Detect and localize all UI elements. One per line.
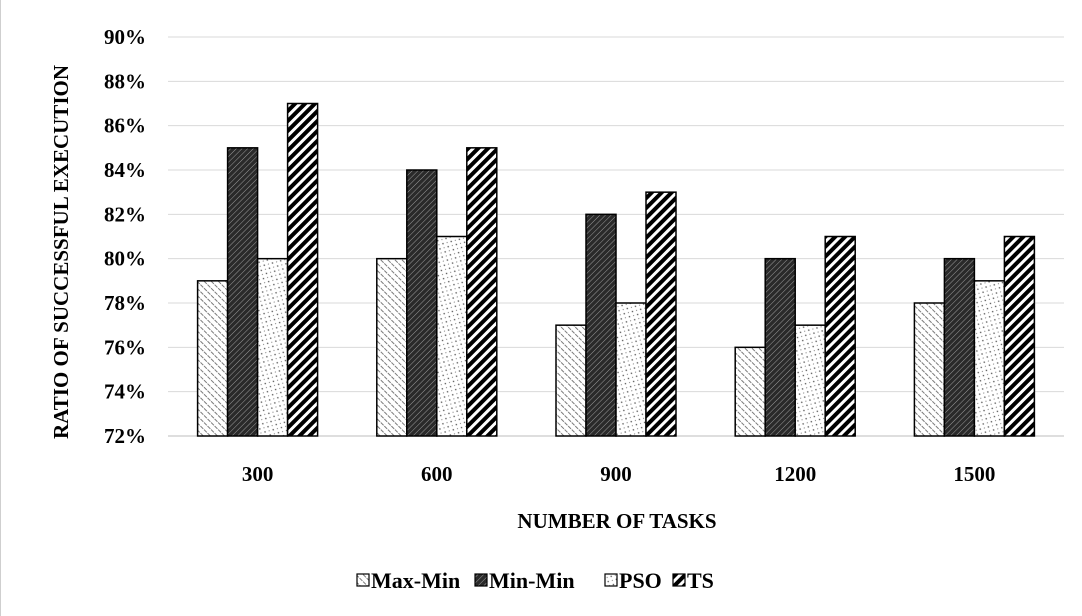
bar-pso-900 [615, 302, 647, 437]
bar-pso-1200 [794, 324, 826, 437]
y-tick-label: 82% [104, 202, 146, 226]
bar-ts-1200 [824, 235, 856, 437]
bar-pso-300 [256, 257, 289, 437]
legend-swatch-ts [672, 573, 686, 587]
legend-swatch-pso [604, 573, 618, 587]
bar-ts-300 [286, 102, 319, 437]
y-axis-ticks: 72% 74% 76% 78% 80% 82% 84% 86% 88% 90% [104, 25, 146, 448]
bar-max-min-300 [196, 280, 229, 437]
y-tick-label: 74% [104, 380, 146, 404]
y-tick-label: 80% [104, 247, 146, 271]
y-tick-label: 76% [104, 335, 146, 359]
bar-max-min-1500 [913, 302, 946, 437]
x-tick-label: 1200 [774, 462, 816, 486]
legend-label-max-min: Max-Min [371, 568, 460, 593]
bar-ts-1500 [1003, 235, 1036, 437]
x-tick-label: 900 [600, 462, 632, 486]
y-tick-label: 88% [104, 69, 146, 93]
bar-pso-1500 [973, 280, 1006, 437]
x-tick-label: 300 [242, 462, 274, 486]
bar-max-min-1200 [734, 346, 766, 437]
legend-label-min-min: Min-Min [489, 568, 575, 593]
y-tick-label: 84% [104, 158, 146, 182]
bar-min-min-1500 [943, 257, 976, 437]
x-axis-title: NUMBER OF TASKS [517, 509, 716, 533]
bar-min-min-1200 [764, 257, 796, 437]
y-axis-title: RATIO OF SUCCESSFUL EXECUTION [49, 65, 73, 439]
x-tick-label: 600 [421, 462, 453, 486]
y-tick-label: 78% [104, 291, 146, 315]
bar-ts-900 [645, 191, 677, 437]
legend-label-pso: PSO [619, 568, 662, 593]
bar-min-min-900 [585, 213, 617, 437]
y-tick-label: 72% [104, 424, 146, 448]
bar-pso-600 [436, 235, 468, 437]
bar-min-min-300 [226, 147, 259, 437]
bar-max-min-600 [376, 257, 408, 437]
x-tick-label: 1500 [953, 462, 995, 486]
bar-min-min-600 [406, 169, 438, 437]
bars [196, 102, 1036, 437]
x-axis-ticks: 300 600 900 1200 1500 [242, 462, 996, 486]
bar-max-min-900 [555, 324, 587, 437]
legend-label-ts: TS [687, 568, 714, 593]
legend-swatch-min-min [474, 573, 488, 587]
y-tick-label: 86% [104, 114, 146, 138]
bar-ts-600 [466, 147, 498, 437]
legend-swatch-max-min [356, 573, 370, 587]
legend: Max-Min Min-Min PSO TS [356, 568, 714, 593]
y-tick-label: 90% [104, 25, 146, 49]
